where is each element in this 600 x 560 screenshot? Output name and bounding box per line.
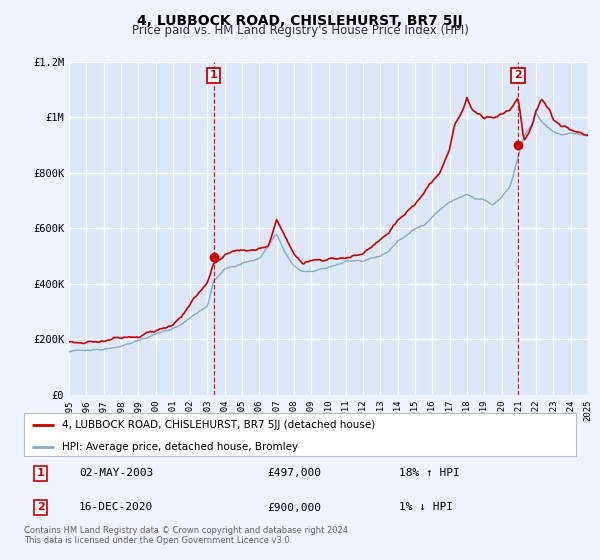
Text: 1: 1 bbox=[37, 468, 44, 478]
Text: 4, LUBBOCK ROAD, CHISLEHURST, BR7 5JJ (detached house): 4, LUBBOCK ROAD, CHISLEHURST, BR7 5JJ (d… bbox=[62, 420, 375, 430]
Text: £900,000: £900,000 bbox=[267, 502, 321, 512]
Text: £497,000: £497,000 bbox=[267, 468, 321, 478]
Text: 2: 2 bbox=[37, 502, 44, 512]
Text: Contains HM Land Registry data © Crown copyright and database right 2024.: Contains HM Land Registry data © Crown c… bbox=[24, 526, 350, 535]
Text: This data is licensed under the Open Government Licence v3.0.: This data is licensed under the Open Gov… bbox=[24, 536, 292, 545]
Text: Price paid vs. HM Land Registry's House Price Index (HPI): Price paid vs. HM Land Registry's House … bbox=[131, 24, 469, 37]
Text: 18% ↑ HPI: 18% ↑ HPI bbox=[400, 468, 460, 478]
Text: 1: 1 bbox=[210, 71, 218, 81]
Text: 02-MAY-2003: 02-MAY-2003 bbox=[79, 468, 154, 478]
Text: 16-DEC-2020: 16-DEC-2020 bbox=[79, 502, 154, 512]
Text: 2: 2 bbox=[514, 71, 522, 81]
Text: 1% ↓ HPI: 1% ↓ HPI bbox=[400, 502, 454, 512]
Text: HPI: Average price, detached house, Bromley: HPI: Average price, detached house, Brom… bbox=[62, 442, 298, 452]
Text: 4, LUBBOCK ROAD, CHISLEHURST, BR7 5JJ: 4, LUBBOCK ROAD, CHISLEHURST, BR7 5JJ bbox=[137, 14, 463, 28]
